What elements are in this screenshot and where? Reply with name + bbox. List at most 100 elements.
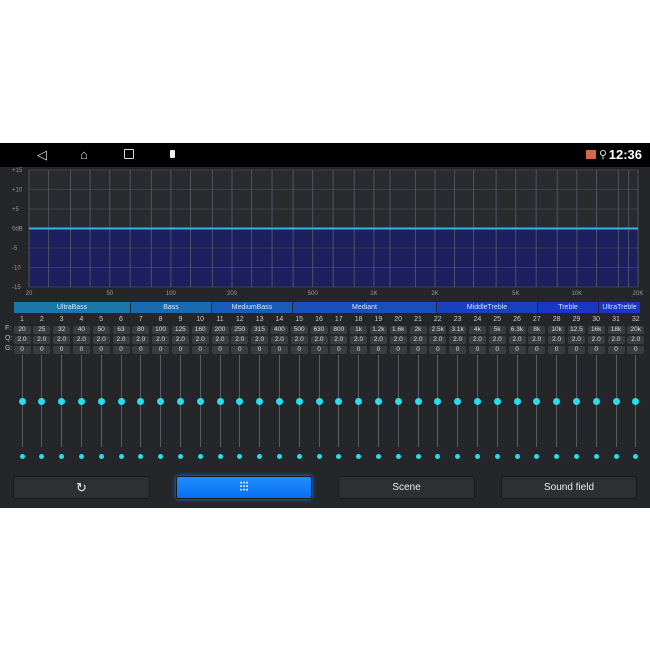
frequency-value[interactable]: 315 xyxy=(251,326,269,334)
gain-slider-thumb[interactable] xyxy=(117,397,125,405)
gain-value[interactable]: 0 xyxy=(409,346,427,354)
frequency-value[interactable]: 400 xyxy=(270,326,288,334)
q-value[interactable]: 2.0 xyxy=(488,336,506,344)
gain-slider-thumb[interactable] xyxy=(236,397,244,405)
q-value[interactable]: 2.0 xyxy=(310,336,328,344)
gain-slider-thumb[interactable] xyxy=(275,397,283,405)
gain-value[interactable]: 0 xyxy=(468,346,486,354)
gain-value[interactable]: 0 xyxy=(152,346,170,354)
gain-value[interactable]: 0 xyxy=(587,346,605,354)
q-value[interactable]: 2.0 xyxy=(53,336,71,344)
gain-slider-thumb[interactable] xyxy=(513,397,521,405)
frequency-value[interactable]: 20 xyxy=(13,326,31,334)
gain-slider-thumb[interactable] xyxy=(374,397,382,405)
recents-icon[interactable] xyxy=(124,149,134,159)
gain-slider-thumb[interactable] xyxy=(414,397,422,405)
frequency-value[interactable]: 8k xyxy=(528,326,546,334)
gain-value[interactable]: 0 xyxy=(191,346,209,354)
gain-slider-thumb[interactable] xyxy=(493,397,501,405)
q-value[interactable]: 2.0 xyxy=(449,336,467,344)
gain-slider-thumb[interactable] xyxy=(216,397,224,405)
gain-value[interactable]: 0 xyxy=(449,346,467,354)
frequency-value[interactable]: 5k xyxy=(488,326,506,334)
frequency-value[interactable]: 250 xyxy=(231,326,249,334)
frequency-value[interactable]: 32 xyxy=(53,326,71,334)
gain-slider-thumb[interactable] xyxy=(533,397,541,405)
q-value[interactable]: 2.0 xyxy=(548,336,566,344)
equalizer-button[interactable]: ⫶⫶⫶ xyxy=(176,476,312,499)
gain-value[interactable]: 0 xyxy=(567,346,585,354)
gain-value[interactable]: 0 xyxy=(548,346,566,354)
gain-value[interactable]: 0 xyxy=(350,346,368,354)
q-value[interactable]: 2.0 xyxy=(290,336,308,344)
frequency-value[interactable]: 10k xyxy=(548,326,566,334)
q-value[interactable]: 2.0 xyxy=(508,336,526,344)
q-value[interactable]: 2.0 xyxy=(112,336,130,344)
gain-value[interactable]: 0 xyxy=(112,346,130,354)
gain-value[interactable]: 0 xyxy=(53,346,71,354)
frequency-value[interactable]: 63 xyxy=(112,326,130,334)
frequency-value[interactable]: 2.5k xyxy=(429,326,447,334)
gain-value[interactable]: 0 xyxy=(389,346,407,354)
gain-slider-thumb[interactable] xyxy=(295,397,303,405)
gain-slider-thumb[interactable] xyxy=(473,397,481,405)
frequency-value[interactable]: 500 xyxy=(290,326,308,334)
gain-value[interactable]: 0 xyxy=(92,346,110,354)
q-value[interactable]: 2.0 xyxy=(468,336,486,344)
gain-slider-thumb[interactable] xyxy=(38,397,46,405)
frequency-value[interactable]: 50 xyxy=(92,326,110,334)
q-value[interactable]: 2.0 xyxy=(270,336,288,344)
gain-value[interactable]: 0 xyxy=(270,346,288,354)
gain-slider-thumb[interactable] xyxy=(632,397,640,405)
gain-slider-thumb[interactable] xyxy=(612,397,620,405)
frequency-value[interactable]: 160 xyxy=(191,326,209,334)
q-value[interactable]: 2.0 xyxy=(211,336,229,344)
gain-slider-thumb[interactable] xyxy=(592,397,600,405)
q-value[interactable]: 2.0 xyxy=(132,336,150,344)
back-icon[interactable]: ◁ xyxy=(37,147,47,162)
frequency-value[interactable]: 1.2k xyxy=(369,326,387,334)
gain-slider-thumb[interactable] xyxy=(58,397,66,405)
q-value[interactable]: 2.0 xyxy=(92,336,110,344)
gain-value[interactable]: 0 xyxy=(310,346,328,354)
q-value[interactable]: 2.0 xyxy=(607,336,625,344)
reset-button[interactable]: ↻ xyxy=(13,476,150,499)
frequency-value[interactable]: 4k xyxy=(468,326,486,334)
frequency-value[interactable]: 1k xyxy=(350,326,368,334)
gain-slider-thumb[interactable] xyxy=(355,397,363,405)
gain-slider-thumb[interactable] xyxy=(176,397,184,405)
frequency-value[interactable]: 12.5 xyxy=(567,326,585,334)
gain-value[interactable]: 0 xyxy=(429,346,447,354)
frequency-value[interactable]: 6.3k xyxy=(508,326,526,334)
q-value[interactable]: 2.0 xyxy=(429,336,447,344)
gain-slider-thumb[interactable] xyxy=(454,397,462,405)
gain-value[interactable]: 0 xyxy=(13,346,31,354)
q-value[interactable]: 2.0 xyxy=(528,336,546,344)
q-value[interactable]: 2.0 xyxy=(152,336,170,344)
gain-value[interactable]: 0 xyxy=(607,346,625,354)
gain-value[interactable]: 0 xyxy=(251,346,269,354)
gain-slider-thumb[interactable] xyxy=(77,397,85,405)
scene-button[interactable]: Scene xyxy=(338,476,475,499)
gain-value[interactable]: 0 xyxy=(211,346,229,354)
frequency-value[interactable]: 20k xyxy=(627,326,645,334)
gain-slider-thumb[interactable] xyxy=(572,397,580,405)
gain-value[interactable]: 0 xyxy=(330,346,348,354)
gain-slider-thumb[interactable] xyxy=(553,397,561,405)
gain-slider-thumb[interactable] xyxy=(394,397,402,405)
gain-slider-thumb[interactable] xyxy=(137,397,145,405)
frequency-value[interactable]: 100 xyxy=(152,326,170,334)
q-value[interactable]: 2.0 xyxy=(587,336,605,344)
frequency-value[interactable]: 2k xyxy=(409,326,427,334)
gain-slider-thumb[interactable] xyxy=(315,397,323,405)
frequency-value[interactable]: 25 xyxy=(33,326,51,334)
frequency-value[interactable]: 630 xyxy=(310,326,328,334)
frequency-value[interactable]: 1.6k xyxy=(389,326,407,334)
gain-value[interactable]: 0 xyxy=(369,346,387,354)
q-value[interactable]: 2.0 xyxy=(389,336,407,344)
gain-value[interactable]: 0 xyxy=(33,346,51,354)
q-value[interactable]: 2.0 xyxy=(627,336,645,344)
q-value[interactable]: 2.0 xyxy=(251,336,269,344)
q-value[interactable]: 2.0 xyxy=(231,336,249,344)
gain-slider-thumb[interactable] xyxy=(97,397,105,405)
